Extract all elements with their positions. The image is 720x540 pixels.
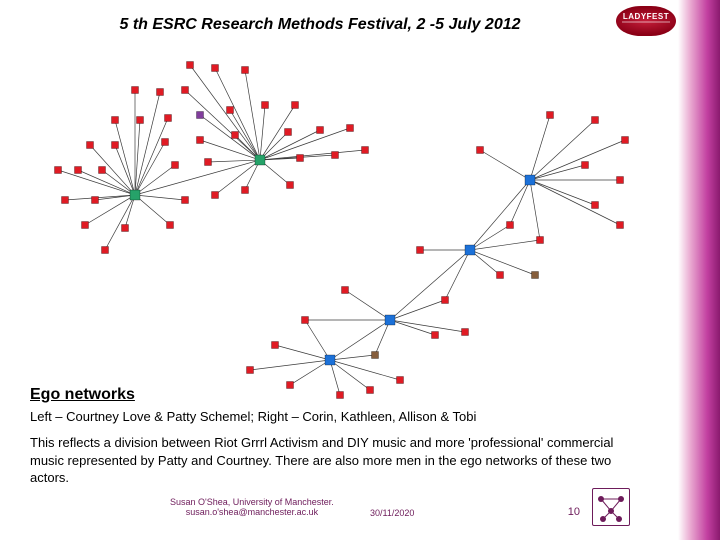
- footer-date: 30/11/2020: [370, 508, 414, 518]
- logo-text: LADYFEST: [616, 12, 676, 21]
- network-svg: [40, 50, 640, 410]
- footer-author: Susan O'Shea, University of Manchester. …: [170, 498, 334, 518]
- footer-author-line2: susan.o'shea@manchester.ac.uk: [186, 507, 318, 517]
- ladyfest-logo: LADYFEST: [616, 6, 676, 48]
- footer-page-number: 10: [568, 506, 580, 518]
- section-caption: Left – Courtney Love & Patty Schemel; Ri…: [30, 408, 650, 426]
- section-title: Ego networks: [30, 386, 135, 404]
- slide: LADYFEST 5 th ESRC Research Methods Fest…: [0, 0, 720, 540]
- footer-network-icon: [592, 488, 630, 526]
- right-gradient-bar: [678, 0, 720, 540]
- section-body: This reflects a division between Riot Gr…: [30, 434, 650, 487]
- lips-icon: LADYFEST: [616, 6, 676, 36]
- slide-header-title: 5 th ESRC Research Methods Festival, 2 -…: [0, 16, 640, 34]
- footer-author-line1: Susan O'Shea, University of Manchester.: [170, 497, 334, 507]
- network-diagram: [40, 50, 640, 370]
- footer: Susan O'Shea, University of Manchester. …: [0, 502, 680, 532]
